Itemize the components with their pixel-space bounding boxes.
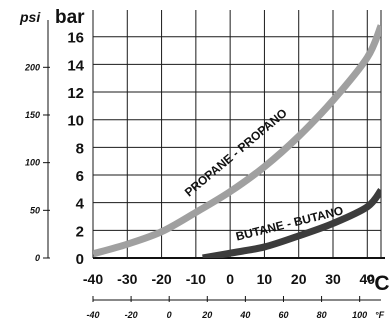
fahrenheit-unit-label: °F	[375, 310, 385, 320]
bar-unit-label: bar	[55, 7, 85, 28]
celsius-tick-label: -10	[186, 271, 206, 287]
fahrenheit-tick-label: 60	[278, 310, 288, 320]
celsius-tick-label: -40	[83, 271, 103, 287]
psi-tick-label: 50	[30, 205, 40, 215]
celsius-tick-label: 30	[325, 271, 341, 287]
celsius-unit-label: °C	[366, 272, 389, 295]
celsius-tick-label: 0	[226, 271, 234, 287]
bar-tick-label: 16	[67, 30, 84, 47]
fahrenheit-tick-label: -20	[125, 310, 138, 320]
bar-tick-label: 14	[67, 57, 84, 74]
celsius-tick-label: 20	[291, 271, 307, 287]
fahrenheit-tick-label: -40	[86, 310, 99, 320]
fahrenheit-tick-label: 40	[239, 310, 250, 320]
bar-tick-label: 12	[67, 85, 84, 102]
fahrenheit-tick-label: 100	[352, 310, 367, 320]
fahrenheit-tick-label: 80	[317, 310, 327, 320]
celsius-tick-label: 10	[257, 271, 273, 287]
psi-unit-label: psi	[19, 9, 41, 25]
psi-tick-label: 100	[25, 158, 40, 168]
bar-tick-label: 10	[67, 113, 84, 130]
psi-tick-label: 150	[25, 110, 40, 120]
bar-tick-label: 4	[76, 196, 85, 213]
fahrenheit-tick-label: 0	[167, 310, 172, 320]
celsius-tick-label: -30	[117, 271, 137, 287]
celsius-tick-label: -20	[151, 271, 171, 287]
propane-curve	[93, 24, 381, 258]
psi-tick-label: 200	[24, 62, 40, 72]
bar-tick-label: 8	[76, 140, 84, 157]
celsius-tick-label: 40	[359, 271, 375, 287]
chart-series	[93, 24, 381, 258]
fahrenheit-tick-label: 20	[201, 310, 212, 320]
butane-curve	[202, 188, 381, 258]
bar-tick-label: 2	[76, 223, 84, 240]
psi-tick-label: 0	[35, 253, 40, 263]
chart-grid	[92, 10, 382, 259]
bar-tick-label: 0	[76, 251, 84, 268]
bar-tick-label: 6	[76, 168, 84, 185]
